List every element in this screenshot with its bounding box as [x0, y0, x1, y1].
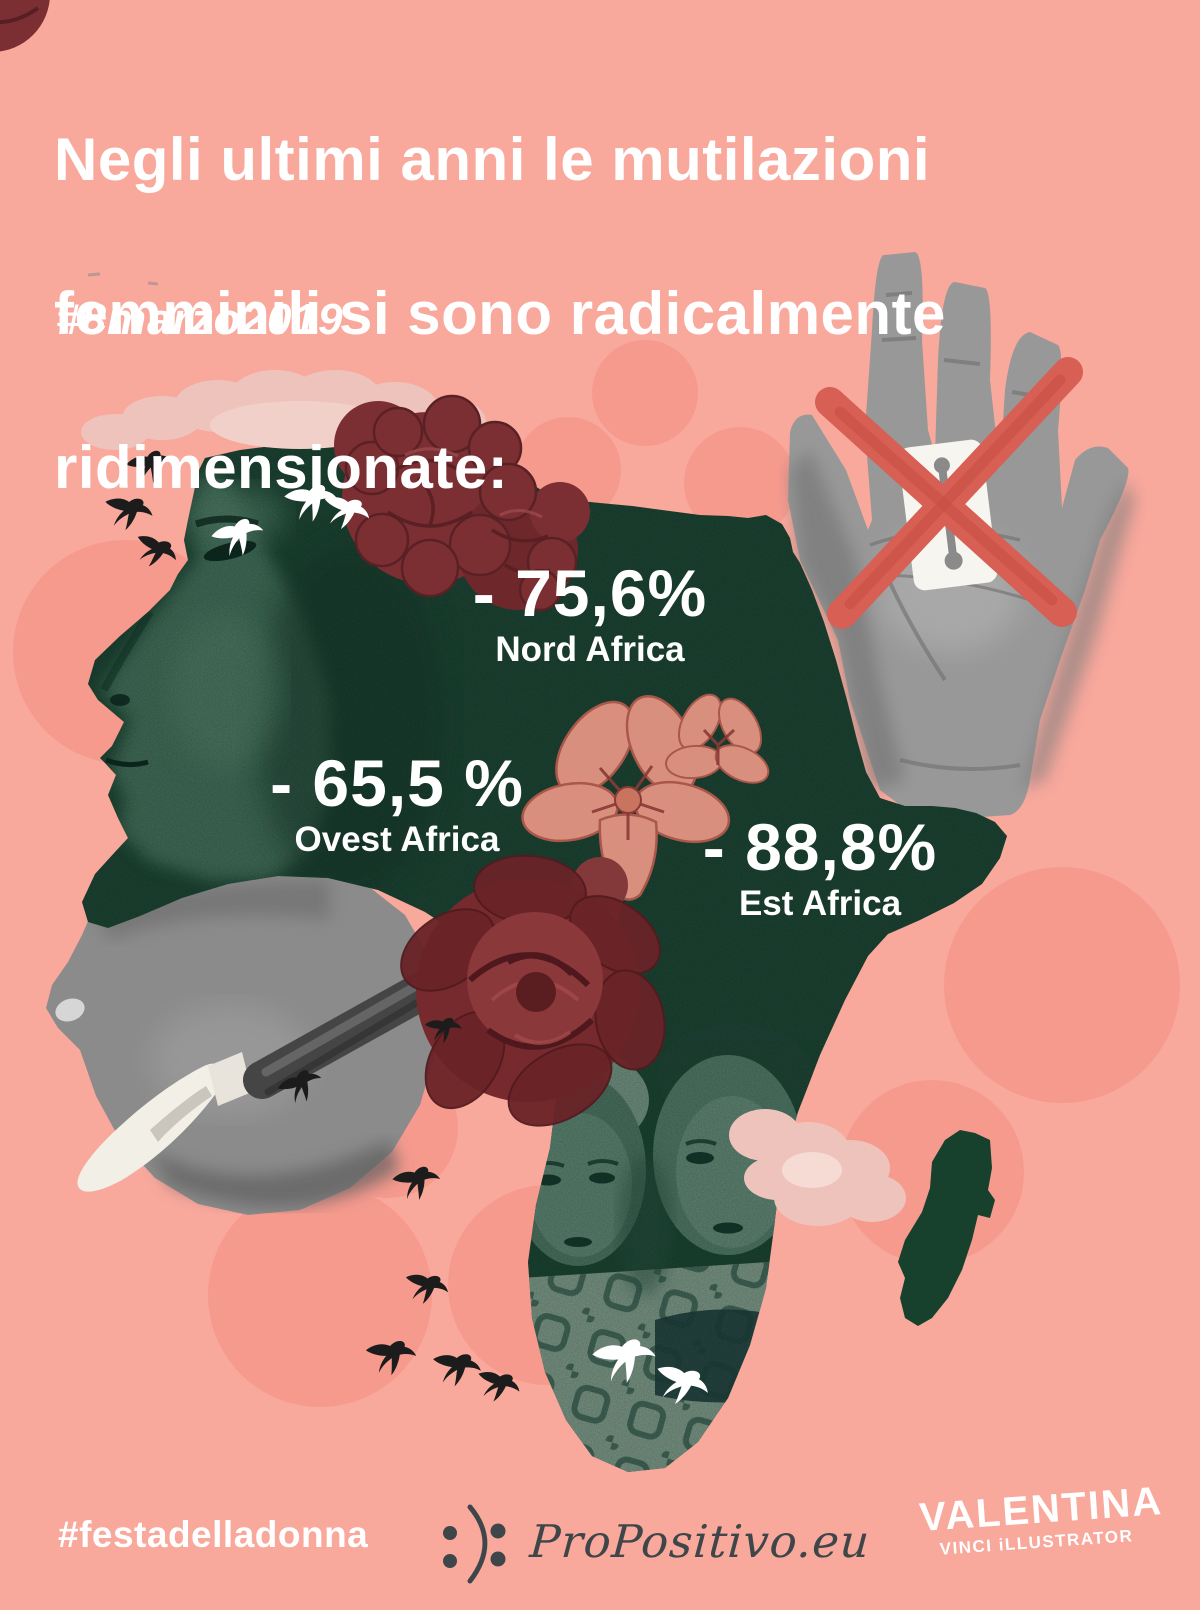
title-line: femminili si sono radicalmente	[54, 280, 946, 347]
knife-icon	[77, 973, 439, 1192]
title-line: ridimensionate:	[54, 434, 509, 501]
stat-nord-africa: - 75,6% Nord Africa	[425, 558, 755, 670]
propositivo-logo: ProPositivo.eu	[436, 1486, 872, 1596]
stat-value: - 75,6%	[472, 556, 708, 630]
madagascar-shape	[898, 1130, 995, 1326]
stat-value: - 88,8%	[702, 810, 938, 884]
paper-specks	[87, 272, 159, 286]
hashtag-festadelladonna: #festadelladonna	[58, 1514, 369, 1555]
stat-est-africa: - 88,8% Est Africa	[655, 812, 985, 924]
hashtag-8marzo: #8marzo2019	[56, 295, 344, 344]
rose-icon	[400, 854, 666, 1127]
stat-region-label: Ovest Africa	[294, 820, 500, 859]
stat-region-label: Nord Africa	[495, 630, 685, 669]
title-line: Negli ultimi anni le mutilazioni	[54, 126, 931, 193]
stat-ovest-africa: - 65,5 % Ovest Africa	[232, 748, 562, 860]
red-cross-icon	[815, 357, 1083, 629]
smiley-logo-icon	[443, 1504, 506, 1584]
propositivo-brand-text: ProPositivo.eu	[528, 1514, 872, 1568]
page-title: Negli ultimi anni le mutilazioni femmini…	[54, 44, 1004, 583]
knife-hand-icon	[46, 860, 439, 1215]
stat-region-label: Est Africa	[738, 884, 902, 923]
carnation-icon	[0, 0, 590, 612]
stat-value: - 65,5 %	[270, 746, 524, 820]
open-hand-icon	[788, 252, 1135, 820]
